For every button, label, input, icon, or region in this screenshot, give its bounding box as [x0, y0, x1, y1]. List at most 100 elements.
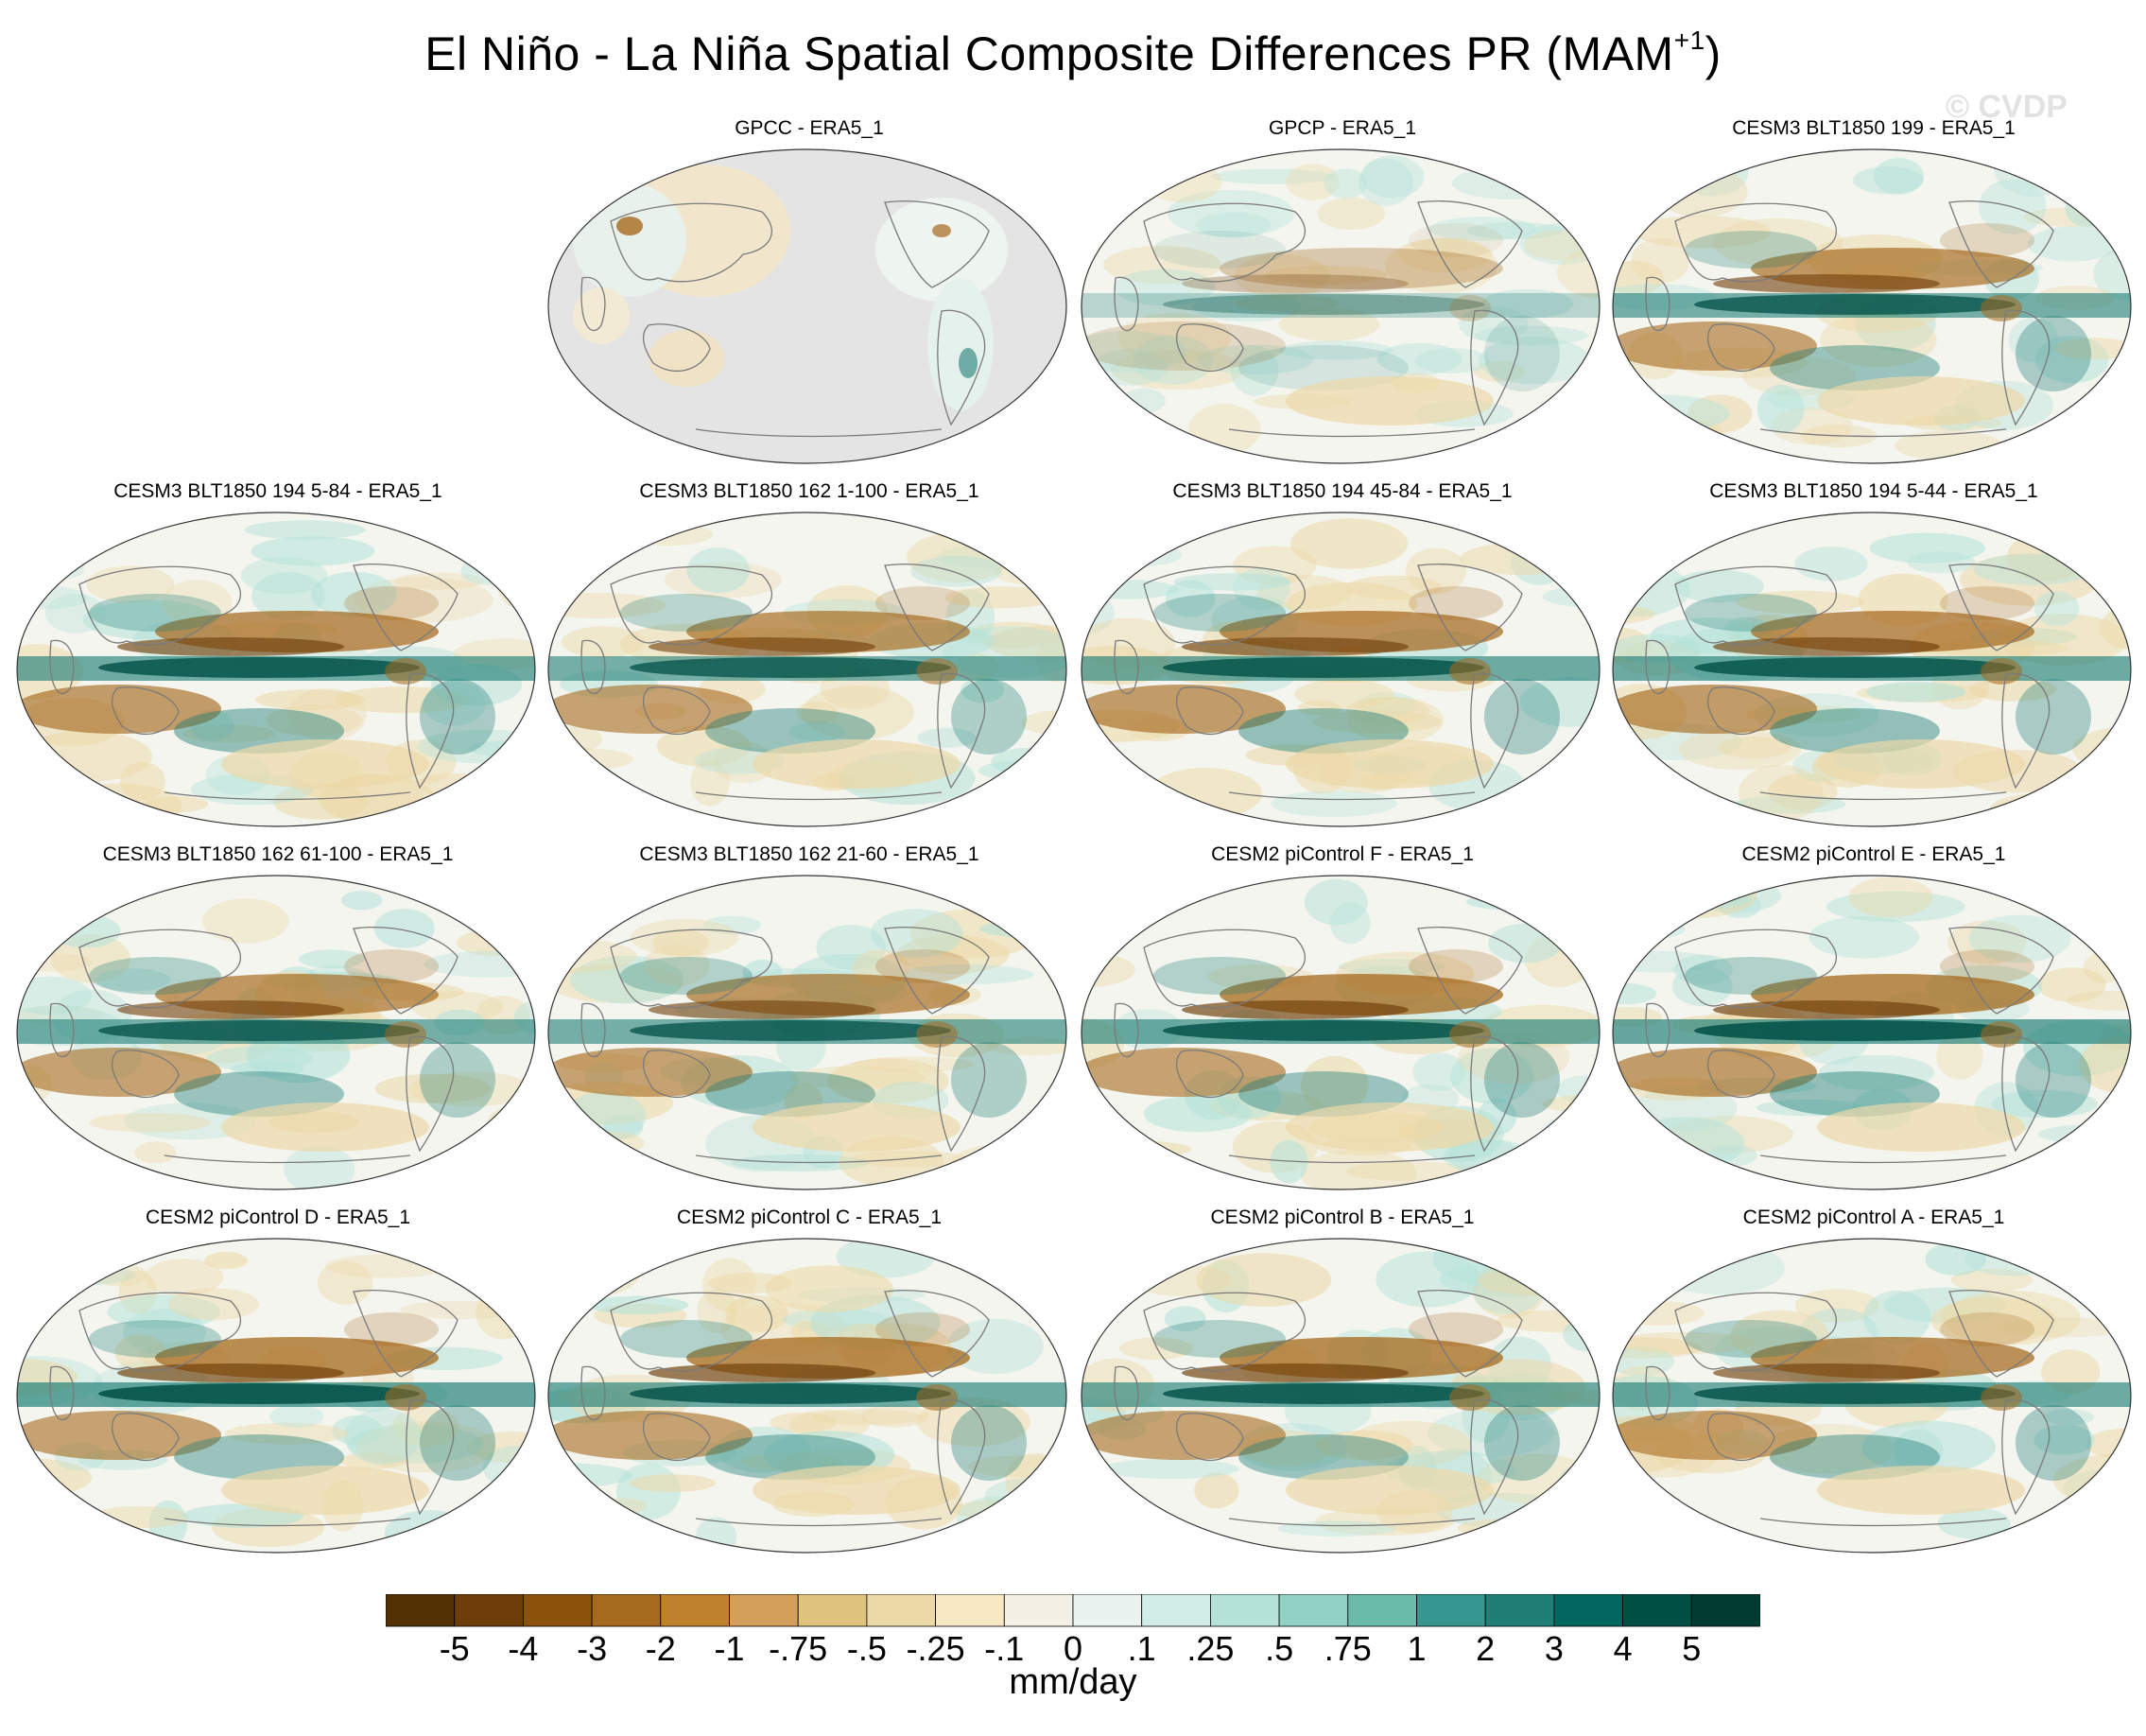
anomaly-blob	[340, 891, 383, 911]
colorbar-box	[797, 1594, 868, 1627]
anomaly-blob	[946, 1318, 1044, 1374]
coastline	[2001, 1398, 2051, 1516]
map-border	[1612, 148, 2132, 464]
anomaly-blob	[1861, 1420, 1997, 1474]
anomaly-blob	[273, 783, 370, 820]
anomaly-blob	[240, 557, 328, 595]
anomaly-blob	[373, 909, 435, 948]
coastline	[1417, 927, 1523, 1015]
anomaly-blob	[1304, 878, 1368, 926]
colorbar-tick-label: -5	[440, 1629, 470, 1662]
dry-anomaly	[1817, 376, 2025, 425]
anomaly-blob	[2067, 410, 2131, 445]
colorbar-tick-label: .5	[1265, 1629, 1293, 1662]
coastline	[353, 564, 459, 651]
anomaly-blob	[1121, 388, 1166, 414]
map-border	[1081, 1238, 1601, 1554]
anomaly-blob	[1414, 348, 1490, 373]
anomaly-blob	[1398, 237, 1493, 273]
wet-anomaly	[89, 594, 221, 632]
anomaly-blob	[1973, 553, 2094, 585]
colorbar-tick-label: .25	[1186, 1629, 1234, 1662]
anomaly-blob	[1717, 736, 1792, 759]
anomaly-blob	[1347, 697, 1444, 743]
anomaly-blob	[1312, 709, 1442, 734]
anomaly-blob	[2060, 180, 2131, 198]
panel-title: CESM3 BLT1850 194 5-84 - ERA5_1	[113, 480, 442, 502]
anomaly-blob	[1826, 891, 1965, 923]
panel-title: CESM3 BLT1850 162 61-100 - ERA5_1	[102, 843, 454, 865]
anomaly-blob	[17, 1239, 101, 1271]
anomaly-blob	[1103, 246, 1221, 284]
coastline	[1706, 323, 1775, 373]
coastline	[1143, 565, 1306, 646]
anomaly-blob	[1235, 253, 1330, 298]
coastline	[1417, 564, 1523, 651]
coastline	[111, 1050, 180, 1099]
coastline	[78, 565, 241, 646]
wet-anomaly	[951, 1042, 1027, 1118]
anomaly-blob	[24, 1496, 76, 1521]
coastline	[610, 565, 772, 646]
anomaly-blob	[251, 572, 325, 620]
dry-anomaly	[1613, 1048, 1817, 1097]
coastline	[1228, 791, 1476, 801]
anomaly-blob	[204, 1252, 249, 1270]
colorbar-box	[1347, 1594, 1417, 1627]
anomaly-blob	[107, 1294, 220, 1329]
colorbar-box	[935, 1594, 1005, 1627]
colorbar-tick-label: -1	[714, 1629, 744, 1662]
dry-anomaly	[753, 1102, 961, 1152]
dry-anomaly	[1981, 1021, 2022, 1048]
wet-anomaly	[1484, 316, 1560, 391]
anomaly-blob	[898, 964, 1034, 985]
wet-anomaly	[951, 679, 1027, 755]
anomaly-blob	[17, 512, 49, 551]
land-field	[649, 330, 724, 387]
coastline	[580, 1365, 606, 1421]
anomaly-blob	[802, 686, 914, 740]
coastline	[111, 686, 180, 736]
anomaly-blob	[1794, 547, 1868, 582]
panel-title: GPCC - ERA5_1	[735, 117, 884, 139]
dry-anomaly	[221, 1466, 429, 1515]
anomaly-blob	[408, 1071, 534, 1107]
anomaly-blob	[1083, 413, 1122, 454]
anomaly-blob	[548, 1245, 642, 1297]
colorbar-tick-label: -3	[577, 1629, 607, 1662]
dry-anomaly	[17, 685, 221, 734]
anomaly-blob	[311, 571, 397, 617]
anomaly-blob	[1111, 349, 1246, 391]
dry-anomaly	[916, 1021, 958, 1048]
coastline	[1417, 200, 1523, 288]
coastline	[1143, 1292, 1306, 1372]
land-anomaly	[616, 217, 643, 235]
coastline	[1759, 1154, 2007, 1164]
coastline	[406, 1398, 455, 1516]
anomaly-blob	[1809, 916, 1919, 959]
wet-anomaly	[1685, 957, 1817, 995]
dry-anomaly	[385, 1384, 426, 1411]
anomaly-blob	[1428, 1409, 1555, 1457]
anomaly-blob	[1460, 542, 1584, 576]
equatorial-wet-core	[1694, 294, 2016, 315]
anomaly-blob	[2068, 1489, 2131, 1541]
anomaly-blob	[690, 758, 730, 807]
colorbar-box	[1484, 1594, 1555, 1627]
anomaly-blob	[1278, 340, 1393, 360]
coastline	[1175, 686, 1244, 736]
anomaly-blob	[1734, 794, 1846, 814]
dry-anomaly	[1940, 1312, 2034, 1346]
coastline	[1759, 1518, 2007, 1527]
itcz-dry-anomaly	[649, 1000, 875, 1019]
colorbar-box	[1072, 1594, 1143, 1627]
anomaly-blob	[1314, 1507, 1455, 1536]
colorbar-box	[591, 1594, 662, 1627]
coastline	[1948, 564, 2054, 651]
dry-anomaly	[1082, 685, 1286, 734]
coastline	[1706, 1413, 1775, 1462]
coastline	[406, 672, 455, 790]
anomaly-blob	[1736, 590, 1864, 615]
anomaly-blob	[1563, 876, 1600, 929]
equatorial-wet-core	[98, 657, 420, 678]
